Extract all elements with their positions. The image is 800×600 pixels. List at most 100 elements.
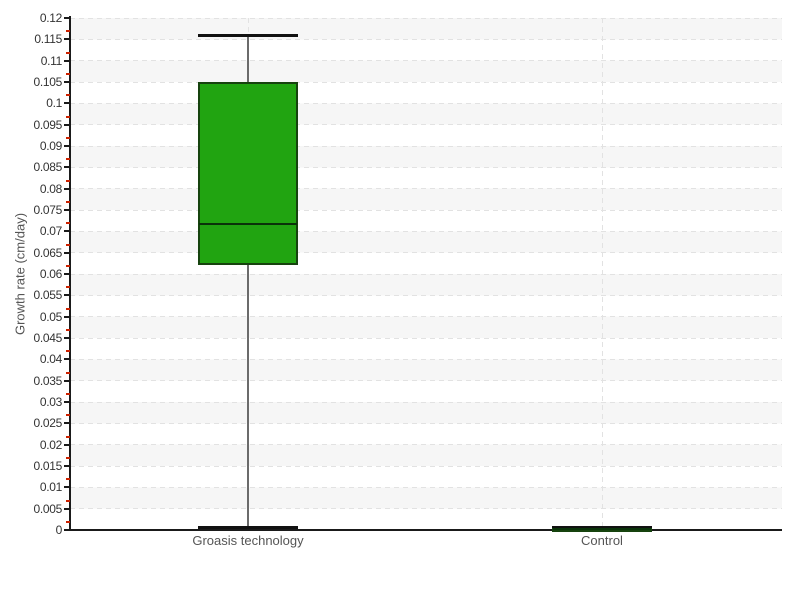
y-minor-tick [66,435,70,438]
y-major-tick [64,507,70,510]
h-gridline [70,81,782,83]
h-gridline [70,166,782,168]
y-major-tick [64,401,70,403]
y-minor-tick [66,350,70,353]
y-minor-tick [66,478,70,481]
y-minor-tick [66,307,70,310]
y-major-tick [64,38,70,41]
y-minor-tick [66,137,70,139]
y-tick-label: 0.095 [33,117,62,132]
y-minor-tick [66,179,70,182]
h-gridline [70,486,782,488]
y-minor-tick [66,521,70,523]
y-major-tick [64,81,70,83]
whisker-cap-min [198,526,298,530]
y-minor-tick [66,201,70,203]
y-major-tick [64,59,70,62]
x-category-label: Groasis technology [192,533,304,548]
y-tick-label: 0.11 [40,53,63,68]
h-gridline [70,401,782,403]
y-tick-label: 0.005 [33,501,62,516]
y-major-tick [64,273,70,275]
h-gridline [70,17,782,19]
y-minor-tick [66,73,70,75]
y-tick-label: 0.105 [33,75,62,89]
y-axis-line [69,16,71,531]
y-minor-tick [66,499,70,502]
y-tick-label: 0.08 [39,181,62,196]
v-gridline [601,18,603,530]
y-tick-label: 0.03 [39,395,62,409]
y-tick-label: 0.01 [39,480,62,495]
iqr-box [198,82,298,266]
y-major-tick [64,230,70,233]
y-tick-label: 0.12 [39,11,62,25]
y-major-tick [64,465,70,467]
h-gridline [70,124,782,126]
h-gridline [70,444,782,446]
y-tick-label: 0.055 [33,288,62,303]
whisker-cap-max [198,33,298,37]
y-major-tick [64,379,70,382]
h-gridline [70,358,782,360]
h-gridline [70,145,782,147]
h-gridline [70,188,782,190]
y-minor-tick [66,265,70,267]
y-minor-tick [66,51,70,54]
y-major-tick [64,294,70,297]
y-minor-tick [66,222,70,225]
y-minor-tick [66,371,70,374]
y-minor-tick [66,243,70,246]
h-gridline [70,508,782,510]
y-minor-tick [66,414,70,417]
median-line [199,223,297,226]
h-gridline [70,230,782,232]
y-tick-label: 0.1 [46,96,62,111]
h-gridline [70,294,782,296]
y-tick-label: 0 [55,523,63,537]
y-tick-label: 0.02 [39,437,62,452]
y-tick-label: 0.07 [39,224,62,239]
y-major-tick [64,337,70,339]
h-gridline [70,316,782,318]
y-minor-tick [66,94,70,97]
y-major-tick [64,443,70,446]
y-minor-tick [66,457,70,459]
y-tick-label: 0.025 [33,416,62,431]
y-tick-label: 0.035 [33,373,62,388]
y-major-tick [64,529,70,531]
y-minor-tick [66,30,70,33]
y-tick-label: 0.09 [39,139,62,153]
h-gridline [70,60,782,62]
h-gridline [70,422,782,424]
y-major-tick [64,251,70,254]
h-gridline [70,209,782,211]
y-tick-label: 0.04 [39,352,62,367]
h-gridline [70,38,782,40]
h-gridline [70,380,782,382]
upper-whisker-line [247,35,249,82]
y-tick-label: 0.06 [39,267,62,281]
y-major-tick [64,486,70,489]
y-minor-tick [66,286,70,289]
x-category-label: Control [581,533,623,548]
y-tick-label: 0.075 [33,203,62,217]
h-gridline [70,337,782,339]
median-line [553,527,651,530]
y-major-tick [64,315,70,318]
y-major-tick [64,166,70,169]
y-tick-label: 0.05 [39,309,62,324]
y-major-tick [64,123,70,126]
plot-area [70,17,782,531]
y-minor-tick [66,329,70,331]
h-gridline [70,273,782,275]
y-tick-label: 0.065 [33,245,62,260]
y-major-tick [64,187,70,190]
y-tick-label: 0.045 [33,331,62,345]
y-tick-label: 0.015 [33,459,62,473]
y-minor-tick [66,158,70,161]
x-axis-line [70,529,782,531]
y-minor-tick [66,115,70,118]
y-major-tick [64,422,70,425]
